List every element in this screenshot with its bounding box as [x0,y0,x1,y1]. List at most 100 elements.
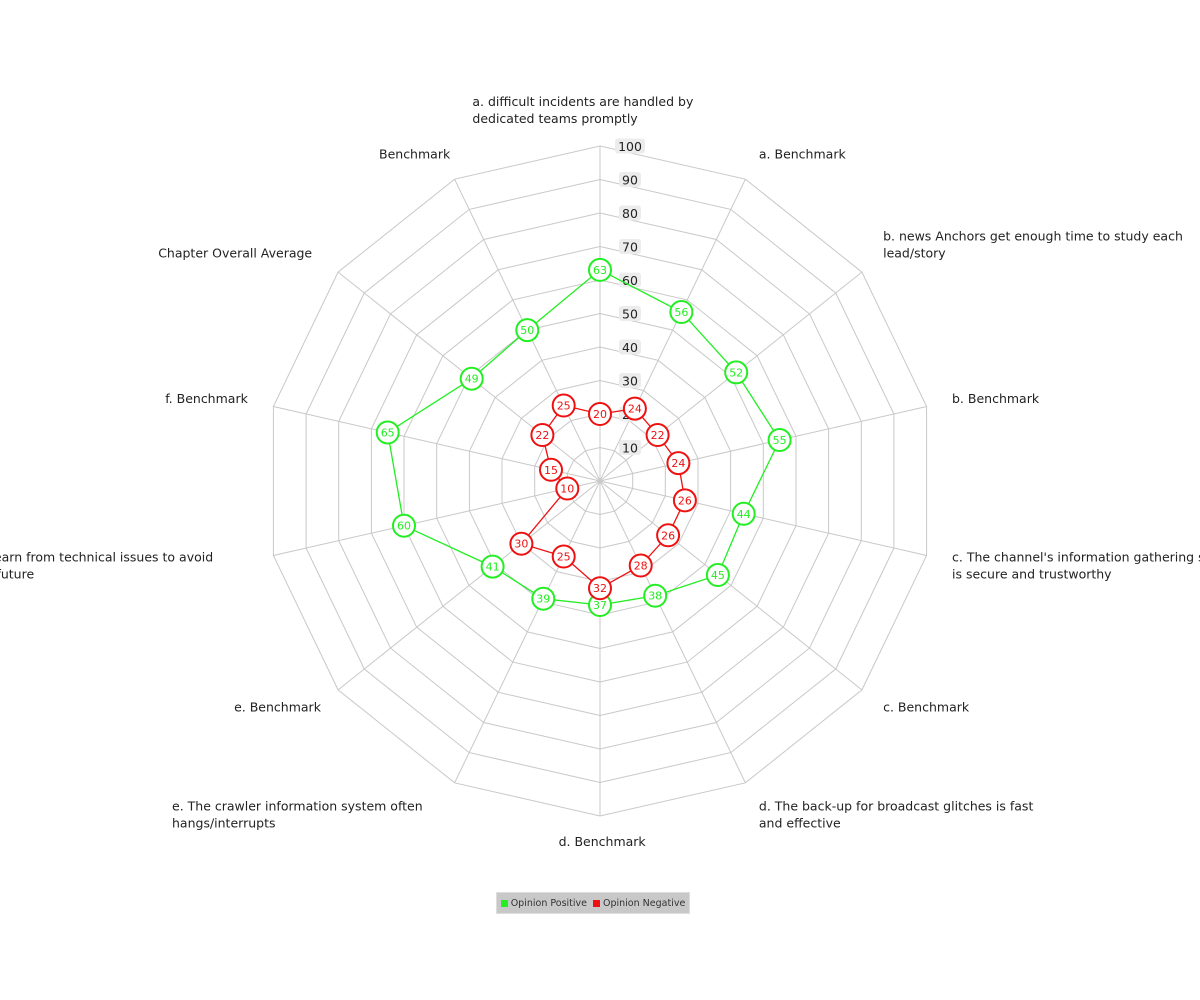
legend-item-positive: Opinion Positive [500,897,587,909]
data-label-1-10: 10 [560,483,574,496]
data-point-1-13 [551,393,576,418]
tick-label-10: 10 [622,441,638,456]
data-point-1-2 [645,423,670,447]
data-label-0-3: 55 [773,434,787,447]
radial-axis-ticks: 102030405060708090100 [615,138,645,456]
data-label-0-1: 56 [674,306,688,319]
data-label-1-5: 26 [661,529,675,542]
tick-bg-50 [619,306,641,321]
category-label-3: b. Benchmark [952,391,1040,406]
tick-label-60: 60 [622,273,638,288]
category-label-13: Benchmark [379,146,451,161]
data-point-0-11 [375,420,400,445]
tick-label-70: 70 [622,240,638,255]
category-label-9: e. Benchmark [234,700,322,715]
data-point-1-10 [555,476,580,501]
category-labels: a. difficult incidents are handled by ded… [0,94,1200,849]
data-point-0-9 [480,554,505,579]
data-label-0-13: 50 [520,324,534,337]
data-point-1-8 [551,544,576,569]
data-point-1-9 [509,531,534,556]
data-label-0-4: 44 [737,508,751,521]
category-label-5: c. Benchmark [883,700,970,715]
series-line-0 [386,269,781,606]
data-point-0-0 [588,257,612,282]
data-label-0-10: 60 [397,520,411,533]
tick-label-50: 50 [622,307,638,322]
legend-swatch-positive [500,899,508,907]
tick-bg-100 [615,138,645,154]
data-label-1-13: 25 [557,400,571,413]
data-point-1-11 [539,457,563,482]
data-point-1-5 [656,523,681,548]
data-point-0-3 [767,428,792,452]
data-label-0-12: 49 [465,373,479,386]
spoke-9 [337,480,601,691]
data-point-1-4 [672,488,697,513]
data-point-1-12 [530,423,555,447]
data-label-1-12: 22 [535,429,549,442]
data-point-1-3 [666,451,691,476]
category-label-11: f. Benchmark [165,391,248,406]
legend: Opinion Positive Opinion Negative [496,892,690,914]
category-label-10: f. They learn from technical issues to a… [0,549,213,581]
series-0: 63 56 52 55 44 45 38 37 39 41 60 65 49 50 [375,257,792,617]
data-point-0-12 [459,366,484,391]
data-point-0-4 [731,501,756,526]
data-label-0-11: 65 [381,427,395,440]
tick-bg-10 [619,440,641,455]
data-label-1-4: 26 [678,494,692,507]
tick-bg-60 [619,272,641,288]
data-point-0-6 [643,583,668,608]
data-label-0-7: 37 [593,599,607,612]
data-label-1-0: 20 [593,408,607,421]
data-label-0-0: 63 [593,264,607,277]
tick-bg-30 [619,373,641,388]
tick-label-40: 40 [622,340,638,355]
tick-bg-40 [619,339,641,355]
data-label-1-9: 30 [514,538,528,551]
data-label-0-2: 52 [729,366,743,379]
data-label-0-5: 45 [711,569,725,582]
spoke-6 [599,480,746,784]
category-label-0: a. difficult incidents are handled by ded… [472,94,694,126]
data-label-1-3: 24 [671,457,685,470]
data-label-0-9: 41 [486,561,500,574]
data-label-1-7: 32 [593,582,607,595]
tick-label-80: 80 [622,206,638,221]
data-point-0-2 [724,360,749,385]
spoke-5 [599,480,863,691]
data-label-1-2: 22 [651,429,665,442]
radar-grid [272,145,928,817]
data-point-0-8 [531,586,556,611]
category-label-7: d. Benchmark [559,834,647,849]
category-label-6: d. The back-up for broadcast glitches is… [759,799,1034,831]
data-label-1-1: 24 [628,403,642,416]
series-layer: 63 56 52 55 44 45 38 37 39 41 60 65 49 50 20 24 22 24 26 26… [375,257,792,617]
category-label-2: b. news Anchors get enough time to study… [883,228,1183,260]
data-point-0-5 [705,563,730,587]
legend-label-positive: Opinion Positive [510,897,587,909]
data-label-1-6: 28 [634,560,648,573]
data-point-0-1 [669,300,694,324]
legend-label-negative: Opinion Negative [603,897,686,909]
data-label-0-6: 38 [648,590,662,603]
legend-item-negative: Opinion Negative [593,898,685,909]
data-label-1-11: 15 [544,464,558,477]
data-point-1-0 [588,402,612,426]
spoke-10 [273,480,601,556]
tick-label-90: 90 [622,173,638,188]
tick-label-100: 100 [618,139,642,154]
spoke-8 [454,480,601,784]
data-point-0-10 [392,513,416,538]
tick-bg-70 [619,239,641,254]
tick-bg-90 [619,172,641,187]
spoke-1 [599,178,746,482]
data-label-1-8: 25 [557,551,571,564]
category-label-4: c. The channel's information gathering s… [952,549,1200,581]
category-label-1: a. Benchmark [759,146,847,161]
tick-bg-80 [619,205,641,221]
data-point-1-1 [622,396,647,421]
